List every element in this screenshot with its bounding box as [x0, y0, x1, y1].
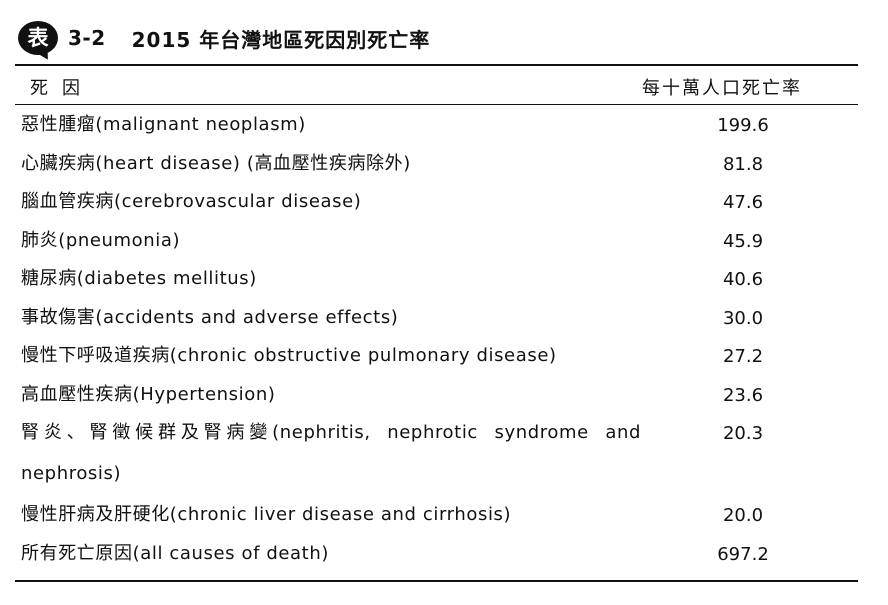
table-header: 死因 每十萬人口死亡率	[15, 66, 858, 104]
table-row: 腎炎、腎徵候群及腎病變(nephritis, nephrotic syndrom…	[15, 416, 858, 498]
table-row: 高血壓性疾病(Hypertension) 23.6	[15, 378, 858, 417]
rate-cell: 697.2	[717, 543, 769, 565]
table-row: 心臟疾病(heart disease) (高血壓性疾病除外) 81.8	[15, 147, 858, 186]
rate-cell: 23.6	[722, 384, 764, 406]
table-top-rule	[15, 64, 858, 66]
rate-cell: 81.8	[722, 153, 764, 175]
table-caption: 表 3-2 2015 年台灣地區死因別死亡率	[18, 18, 431, 64]
table-bottom-rule	[15, 580, 858, 582]
column-header-cause: 死因	[30, 78, 94, 99]
table-row: 惡性腫瘤(malignant neoplasm) 199.6	[15, 108, 858, 147]
table-row: 所有死亡原因(all causes of death) 697.2	[15, 537, 858, 576]
rate-cell: 27.2	[722, 346, 764, 367]
rate-cell: 20.3	[722, 423, 764, 444]
table-badge: 表	[18, 21, 58, 64]
rate-cell: 199.6	[717, 115, 769, 136]
table-body: 惡性腫瘤(malignant neoplasm) 199.6 心臟疾病(hear…	[15, 108, 858, 575]
speech-bubble-icon	[18, 21, 58, 55]
cause-cell: 肺炎(pneumonia)	[21, 229, 181, 251]
cause-cell: 心臟疾病(heart disease) (高血壓性疾病除外)	[21, 152, 411, 174]
cause-cell: 慢性下呼吸道疾病(chronic obstructive pulmonary d…	[21, 345, 557, 366]
table-row: 慢性下呼吸道疾病(chronic obstructive pulmonary d…	[15, 339, 858, 378]
cause-cell: 事故傷害(accidents and adverse effects)	[21, 306, 399, 328]
table-badge-label: 表	[27, 26, 49, 50]
table-header-rule	[15, 104, 858, 105]
rate-cell: 40.6	[722, 269, 764, 290]
table-row: 肺炎(pneumonia) 45.9	[15, 224, 858, 263]
rate-cell: 20.0	[722, 505, 764, 526]
cause-cell: 高血壓性疾病(Hypertension)	[21, 383, 276, 405]
table-row: 糖尿病(diabetes mellitus) 40.6	[15, 262, 858, 301]
rate-cell: 30.0	[722, 307, 764, 329]
cause-cell: 糖尿病(diabetes mellitus)	[21, 268, 257, 289]
table-row: 事故傷害(accidents and adverse effects) 30.0	[15, 301, 858, 340]
table-row: 慢性肝病及肝硬化(chronic liver disease and cirrh…	[15, 498, 858, 537]
cause-cell: 惡性腫瘤(malignant neoplasm)	[21, 114, 306, 135]
table-row: 腦血管疾病(cerebrovascular disease) 47.6	[15, 185, 858, 224]
rate-cell: 47.6	[722, 192, 764, 213]
cause-cell: 所有死亡原因(all causes of death)	[21, 542, 329, 564]
cause-cell: 腎炎、腎徵候群及腎病變(nephritis, nephrotic syndrom…	[21, 422, 641, 484]
table-number: 3-2	[68, 26, 106, 50]
rate-cell: 45.9	[722, 230, 764, 252]
column-header-rate: 每十萬人口死亡率	[642, 78, 802, 99]
table-title: 2015 年台灣地區死因別死亡率	[131, 27, 431, 52]
cause-cell: 慢性肝病及肝硬化(chronic liver disease and cirrh…	[21, 504, 512, 525]
cause-cell: 腦血管疾病(cerebrovascular disease)	[21, 191, 362, 212]
